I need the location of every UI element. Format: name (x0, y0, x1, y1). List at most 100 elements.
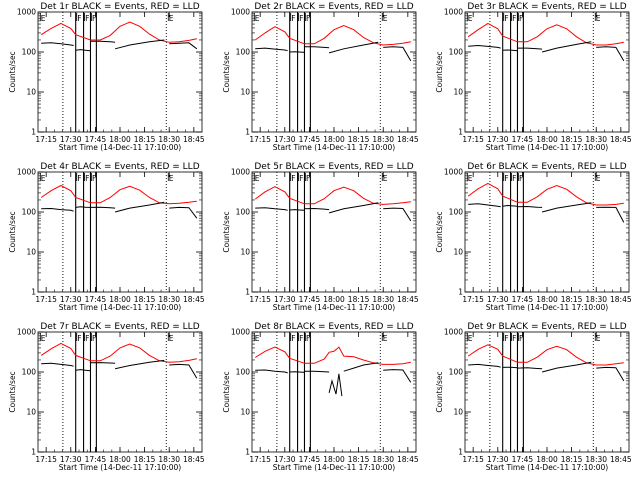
events-series-line (517, 205, 543, 208)
x-tick-label: 17:30 (274, 135, 296, 144)
x-tick-label: 18:15 (561, 455, 583, 464)
events-series-line (596, 46, 625, 62)
events-series-line (255, 47, 288, 52)
y-tick-label: 10 (26, 408, 36, 417)
flag-label: E (255, 334, 260, 343)
events-series-line (468, 363, 501, 368)
x-tick-label: 18:00 (323, 135, 345, 144)
y-tick-label: 100 (22, 48, 37, 57)
flag-label: E (596, 334, 601, 343)
events-series-line (328, 41, 379, 54)
flag-label: E (383, 14, 388, 23)
x-tick-label: 17:15 (462, 295, 484, 304)
flag-label: F (299, 174, 303, 183)
x-axis-label: Start Time (14-Dec-11 17:10:00) (273, 143, 395, 152)
flag-label: F (291, 14, 295, 23)
x-tick-label: 18:30 (585, 135, 607, 144)
chart-title: Det 1r BLACK = Events, RED = LLD (40, 2, 199, 12)
x-tick-label: 18:45 (397, 295, 419, 304)
x-tick-label: 17:45 (512, 135, 534, 144)
x-tick-label: 18:45 (397, 135, 419, 144)
y-tick-label: 1 (31, 288, 36, 297)
chart-panel: Det 1r BLACK = Events, RED = LLD 1 10 100 10… (8, 2, 205, 152)
x-tick-label: 18:15 (348, 295, 370, 304)
x-tick-label: 17:30 (487, 455, 509, 464)
y-tick-label: 1 (245, 448, 250, 457)
x-tick-label: 17:30 (60, 295, 82, 304)
x-tick-label: 18:45 (610, 455, 632, 464)
flag-label: F (77, 174, 81, 183)
events-series-line (304, 207, 330, 211)
events-series-line (304, 370, 330, 373)
lld-series-line (40, 21, 197, 43)
flag-label: F (85, 174, 89, 183)
y-tick-label: 1 (458, 128, 463, 137)
y-axis-label: Counts/sec (435, 371, 444, 412)
y-tick-label: 10 (240, 248, 250, 257)
chart-panel: Det 9r BLACK = Events, RED = LLD 1 10 100 10… (435, 322, 632, 472)
y-tick-label: 100 (236, 368, 251, 377)
flag-label: F (306, 334, 310, 343)
flag-label: F (512, 14, 516, 23)
flag-label: E (169, 334, 174, 343)
events-series-line (502, 204, 518, 207)
flag-label: F (512, 334, 516, 343)
flag-label: E (255, 14, 260, 23)
chart-panel: Det 4r BLACK = Events, RED = LLD 1 10 100 10… (8, 162, 205, 312)
y-axis-label: Counts/sec (435, 211, 444, 252)
events-series-line (304, 46, 330, 49)
events-series-line (255, 369, 288, 374)
events-series-line (169, 206, 198, 219)
x-tick-label: 18:00 (109, 295, 131, 304)
lld-series-line (467, 182, 624, 206)
events-series-line (343, 362, 379, 372)
y-axis-label: Counts/sec (8, 51, 17, 92)
y-tick-label: 1000 (17, 168, 36, 177)
events-series-line (517, 367, 543, 370)
flag-label: F (299, 334, 303, 343)
y-tick-label: 100 (22, 368, 37, 377)
y-tick-label: 100 (449, 48, 464, 57)
x-tick-label: 17:15 (35, 295, 57, 304)
events-series-line (41, 362, 74, 367)
events-series-line (75, 206, 91, 208)
x-tick-label: 17:30 (60, 455, 82, 464)
flag-label: E (383, 174, 388, 183)
x-tick-label: 18:45 (183, 295, 205, 304)
y-tick-label: 1000 (444, 328, 463, 337)
chart-title: Det 5r BLACK = Events, RED = LLD (254, 162, 413, 172)
chart-panel: Det 7r BLACK = Events, RED = LLD 1 10 100 10… (8, 322, 205, 472)
lld-series-line (467, 344, 624, 366)
y-tick-label: 10 (26, 248, 36, 257)
events-series-line (41, 207, 74, 212)
x-tick-label: 18:15 (561, 295, 583, 304)
x-axis-label: Start Time (14-Dec-11 17:10:00) (59, 143, 181, 152)
x-tick-label: 18:30 (158, 455, 180, 464)
x-tick-label: 18:30 (372, 135, 394, 144)
flag-label: F (85, 334, 89, 343)
flag-label: F (77, 14, 81, 23)
events-series-line (468, 203, 501, 208)
y-tick-label: 1000 (444, 8, 463, 17)
y-tick-label: 1 (245, 128, 250, 137)
flag-label: F (306, 174, 310, 183)
events-series-line (328, 202, 379, 214)
flag-label: F (512, 174, 516, 183)
events-series-line (114, 359, 165, 370)
y-tick-label: 100 (449, 208, 464, 217)
y-tick-label: 10 (26, 88, 36, 97)
events-series-line (75, 369, 91, 372)
x-tick-label: 17:45 (512, 295, 534, 304)
y-tick-label: 10 (453, 88, 463, 97)
x-tick-label: 18:15 (134, 295, 156, 304)
x-tick-label: 18:45 (610, 135, 632, 144)
x-tick-label: 17:15 (462, 455, 484, 464)
flag-label: F (299, 14, 303, 23)
y-tick-label: 1 (245, 288, 250, 297)
flag-label: E (596, 14, 601, 23)
x-tick-label: 17:45 (85, 135, 107, 144)
chart-title: Det 3r BLACK = Events, RED = LLD (467, 2, 626, 12)
x-tick-label: 17:30 (487, 135, 509, 144)
flag-label: E (468, 14, 473, 23)
x-tick-label: 17:15 (249, 135, 271, 144)
